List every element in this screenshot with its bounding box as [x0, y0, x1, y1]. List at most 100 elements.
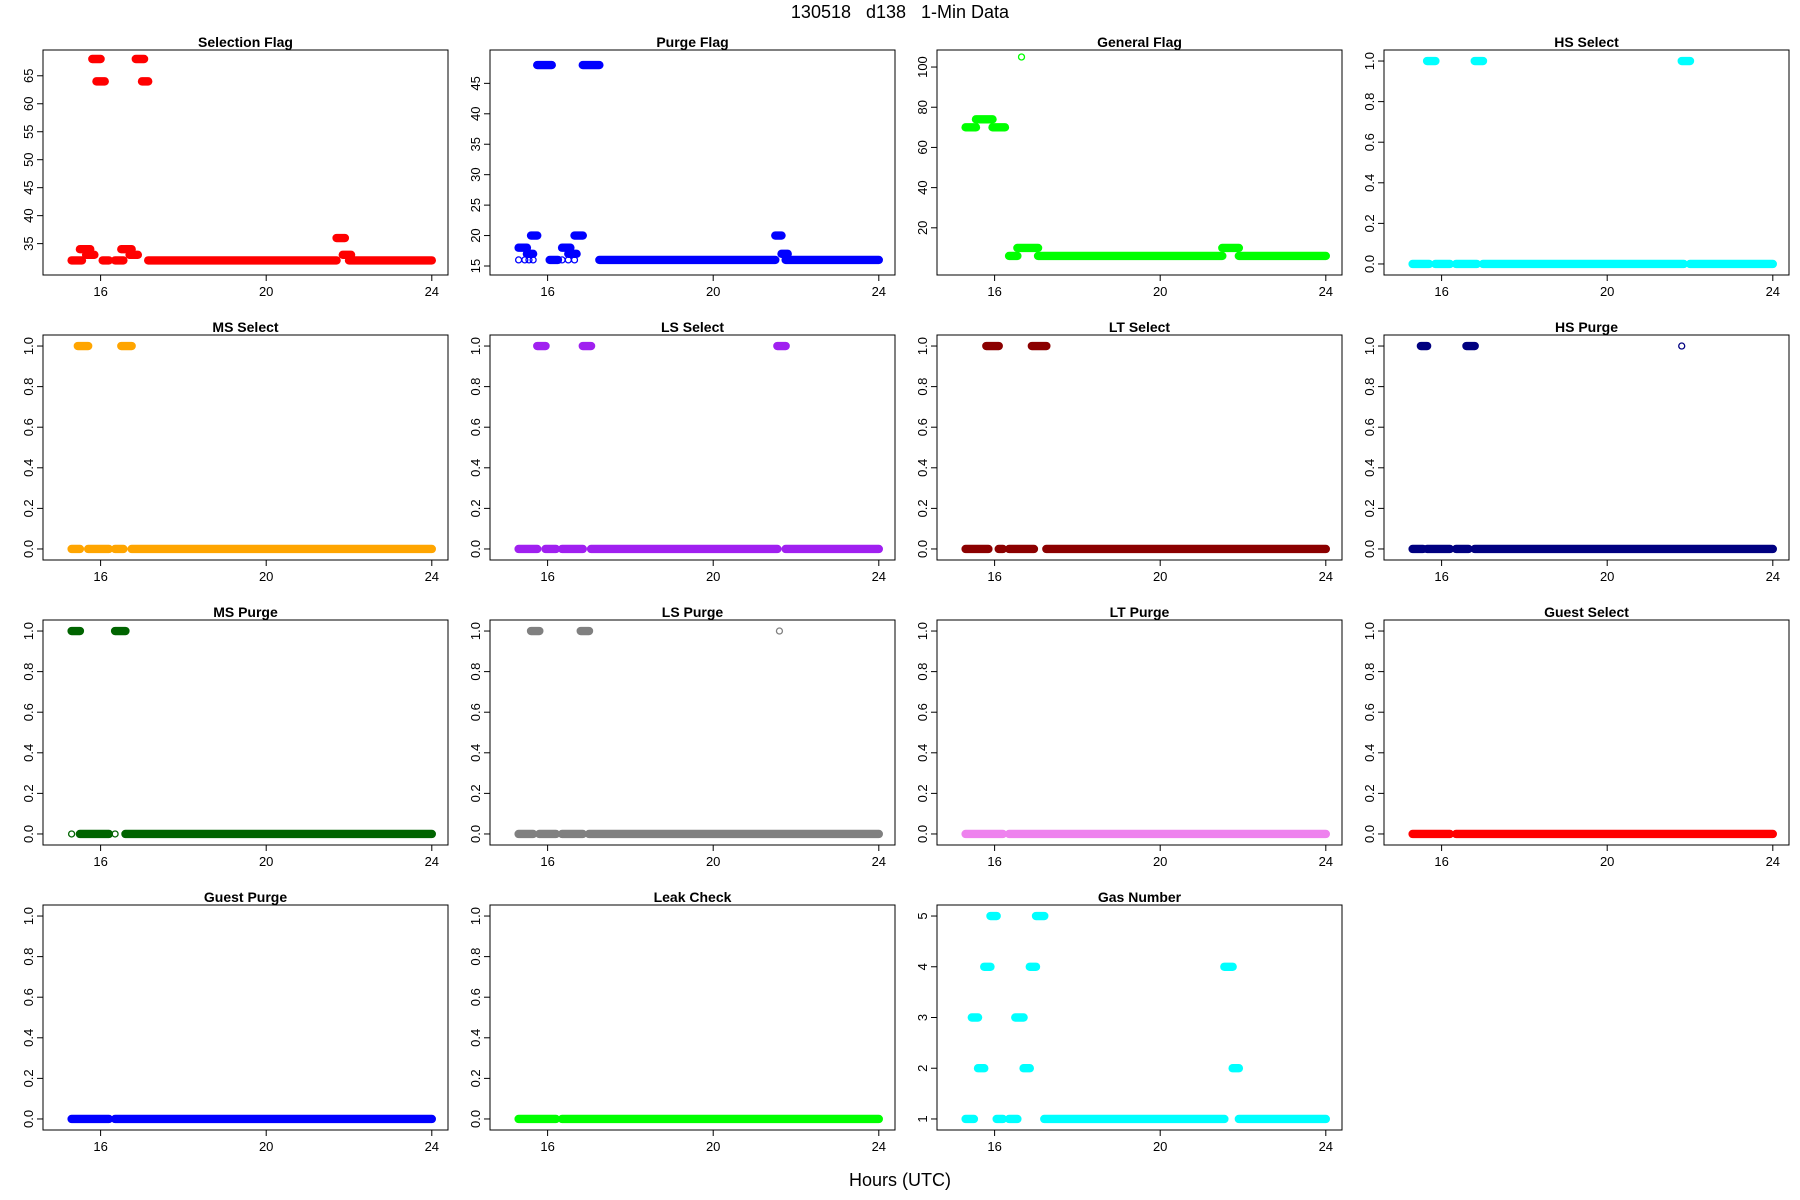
x-tick-label: 20 — [1153, 1139, 1167, 1154]
x-tick-label: 20 — [1600, 569, 1614, 584]
data-point — [1678, 342, 1686, 350]
data-point — [775, 627, 784, 635]
y-tick-label: 0.0 — [1362, 540, 1377, 558]
y-tick-label: 15 — [468, 259, 483, 273]
y-tick-label: 0.0 — [468, 540, 483, 558]
y-tick-label: 0.4 — [468, 744, 483, 762]
y-tick-label: 30 — [468, 167, 483, 181]
y-tick-label: 0.8 — [21, 663, 36, 681]
x-tick-label: 20 — [259, 284, 273, 299]
chart-title: Guest Purge — [204, 889, 287, 905]
x-tick-label: 20 — [259, 569, 273, 584]
y-tick-label: 20 — [915, 221, 930, 235]
chart-panel: LT Select 16 20 24 0.0 0.2 0.4 0.6 0.8 1.0 — [915, 319, 1343, 584]
y-tick-label: 3 — [915, 1014, 930, 1021]
y-tick-label: 1.0 — [1362, 337, 1377, 355]
y-tick-label: 0.8 — [915, 378, 930, 396]
y-tick-label: 80 — [915, 100, 930, 114]
y-tick-label: 0.6 — [21, 703, 36, 721]
x-tick-label: 24 — [1766, 854, 1780, 869]
chart-title: MS Select — [212, 319, 278, 335]
x-tick-label: 24 — [1319, 569, 1333, 584]
y-tick-label: 0.8 — [1362, 663, 1377, 681]
y-tick-label: 0.0 — [21, 540, 36, 558]
y-tick-label: 0.4 — [915, 744, 930, 762]
x-tick-label: 20 — [1600, 854, 1614, 869]
x-tick-label: 16 — [93, 569, 107, 584]
chart-panel: Selection Flag 16 20 24 35 40 45 50 55 60 65 — [21, 34, 449, 299]
y-tick-label: 0.4 — [21, 1029, 36, 1047]
chart-title: LT Purge — [1110, 604, 1170, 620]
x-tick-label: 20 — [259, 1139, 273, 1154]
x-tick-label: 16 — [987, 854, 1001, 869]
data-point — [67, 830, 76, 838]
y-tick-label: 0.6 — [21, 988, 36, 1006]
x-tick-label: 24 — [425, 854, 439, 869]
x-tick-label: 16 — [540, 854, 554, 869]
y-tick-label: 20 — [468, 228, 483, 242]
x-tick-label: 20 — [706, 854, 720, 869]
y-tick-label: 1.0 — [468, 907, 483, 925]
y-tick-label: 1.0 — [21, 622, 36, 640]
data-point — [521, 256, 529, 264]
y-tick-label: 0.2 — [1362, 784, 1377, 802]
y-tick-label: 0.2 — [915, 784, 930, 802]
chart-panel: Guest Select 16 20 24 0.0 0.2 0.4 0.6 0.8 1.0 — [1362, 604, 1790, 869]
x-tick-label: 16 — [540, 1139, 554, 1154]
plot-frame — [1383, 619, 1790, 846]
y-tick-label: 0.2 — [468, 784, 483, 802]
y-tick-label: 0.2 — [1362, 499, 1377, 517]
x-tick-label: 20 — [259, 854, 273, 869]
plot-frame — [1383, 334, 1790, 561]
y-tick-label: 1.0 — [468, 337, 483, 355]
y-tick-label: 0.6 — [468, 418, 483, 436]
chart-title: LS Select — [661, 319, 724, 335]
figure-title: 130518 d138 1-Min Data — [790, 2, 1010, 22]
plot-frame — [42, 619, 449, 846]
plot-frame — [936, 334, 1343, 561]
x-tick-label: 24 — [1319, 854, 1333, 869]
y-tick-label: 0.6 — [915, 418, 930, 436]
chart-panel: Purge Flag 16 20 24 15 20 25 30 35 40 45 — [468, 34, 896, 299]
data-point — [529, 256, 537, 264]
plot-frame — [936, 49, 1343, 276]
x-tick-label: 16 — [987, 1139, 1001, 1154]
y-tick-label: 1.0 — [21, 907, 36, 925]
x-tick-label: 24 — [1766, 569, 1780, 584]
chart-title: LS Purge — [662, 604, 724, 620]
y-tick-label: 50 — [21, 152, 36, 166]
data-point — [570, 256, 579, 264]
y-tick-label: 0.0 — [1362, 255, 1377, 273]
chart-panel: LT Purge 16 20 24 0.0 0.2 0.4 0.6 0.8 1.0 — [915, 604, 1343, 869]
y-tick-label: 0.4 — [468, 1029, 483, 1047]
y-tick-label: 60 — [21, 97, 36, 111]
y-tick-label: 0.6 — [1362, 703, 1377, 721]
y-tick-label: 0.0 — [915, 540, 930, 558]
y-tick-label: 1.0 — [915, 337, 930, 355]
y-tick-label: 0.4 — [1362, 744, 1377, 762]
y-tick-label: 1.0 — [1362, 52, 1377, 70]
chart-title: Purge Flag — [656, 34, 728, 50]
y-tick-label: 0.6 — [1362, 133, 1377, 151]
y-tick-label: 40 — [468, 107, 483, 121]
y-tick-label: 60 — [915, 140, 930, 154]
y-tick-label: 1.0 — [1362, 622, 1377, 640]
chart-panel: MS Purge 16 20 24 0.0 0.2 0.4 0.6 0.8 1.0 — [21, 604, 449, 869]
plot-frame — [936, 904, 1343, 1131]
x-tick-label: 16 — [1434, 569, 1448, 584]
y-tick-label: 0.2 — [21, 499, 36, 517]
chart-panel: Guest Purge 16 20 24 0.0 0.2 0.4 0.6 0.8 1.0 — [21, 889, 449, 1154]
data-point — [514, 256, 523, 264]
y-tick-label: 100 — [915, 56, 930, 78]
x-tick-label: 16 — [540, 284, 554, 299]
chart-title: Leak Check — [654, 889, 732, 905]
y-tick-label: 4 — [915, 963, 930, 970]
y-tick-label: 0.2 — [1362, 214, 1377, 232]
x-tick-label: 20 — [706, 284, 720, 299]
chart-title: General Flag — [1097, 34, 1182, 50]
x-axis-label: Hours (UTC) — [849, 1170, 951, 1190]
y-tick-label: 0.4 — [21, 744, 36, 762]
y-tick-label: 0.2 — [915, 499, 930, 517]
y-tick-label: 0.4 — [468, 459, 483, 477]
